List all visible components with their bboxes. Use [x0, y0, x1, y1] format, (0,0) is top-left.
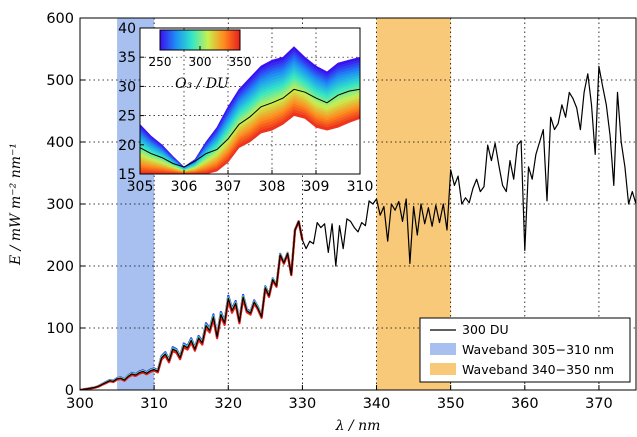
inset-band-strip [140, 112, 360, 174]
y-tick-label: 0 [65, 383, 74, 399]
colorbar-tick-label: 250 [149, 55, 172, 69]
inset-series-line [140, 88, 360, 168]
x-tick-label: 300 [66, 396, 94, 412]
x-axis-ticks: 300 310 320 330 340 350 360 370 [66, 385, 613, 412]
y-tick-label: 300 [46, 197, 74, 213]
y-tick-label: 600 [46, 11, 74, 27]
inset-y-tick-label: 35 [118, 50, 136, 66]
legend-label-band1: Waveband 305−310 nm [462, 342, 614, 357]
inset-x-tick-label: 305 [127, 179, 154, 195]
inset-y-tick-label: 40 [118, 21, 136, 37]
inset-x-tick-label: 309 [303, 179, 330, 195]
legend-swatch-band1 [430, 343, 456, 355]
series-300du [80, 65, 636, 390]
legend-label-band2: Waveband 340−350 nm [462, 362, 614, 377]
legend-swatch-band2 [430, 363, 456, 375]
y-axis-ticks: 0 100 200 300 400 500 600 [46, 11, 85, 399]
inset-frame [139, 27, 361, 175]
legend: 300 DU Waveband 305−310 nm Waveband 340−… [419, 317, 631, 383]
inset-x-ticks: 305 306 307 308 309 310 [127, 170, 374, 195]
x-tick-label: 350 [437, 396, 465, 412]
inset-x-tick-label: 308 [259, 179, 286, 195]
colorbar-label: O₃ / DU [175, 76, 230, 92]
inset-y-tick-label: 15 [118, 167, 136, 183]
inset-x-tick-label: 310 [347, 179, 374, 195]
y-tick-label: 200 [46, 259, 74, 275]
inset-x-tick-label: 307 [215, 179, 242, 195]
inset-x-tick-label: 306 [171, 179, 198, 195]
y-axis-label: E / mW m⁻² nm⁻¹ [8, 143, 24, 266]
x-tick-label: 370 [585, 396, 613, 412]
legend-label-300du: 300 DU [462, 322, 509, 337]
colorbar-ticks: 250 300 350 [149, 46, 252, 69]
colorbar-tick-label: 300 [189, 55, 212, 69]
y-tick-label: 500 [46, 73, 74, 89]
x-tick-label: 330 [289, 396, 317, 412]
colorbar: 250 300 350 O₃ / DU [149, 29, 252, 92]
x-tick-label: 310 [140, 396, 168, 412]
x-tick-label: 340 [363, 396, 391, 412]
x-tick-label: 360 [511, 396, 539, 412]
inset-series-300du [140, 88, 360, 168]
colorbar-tick-label: 350 [229, 55, 252, 69]
x-axis-label: λ / nm [335, 418, 381, 434]
y-tick-label: 400 [46, 135, 74, 151]
y-tick-label: 100 [46, 321, 74, 337]
inset-y-tick-label: 30 [118, 79, 136, 95]
inset-chart: 305 306 307 308 309 310 15 20 25 30 35 40 250 300 35… [118, 21, 373, 195]
inset-y-tick-label: 20 [118, 138, 136, 154]
inset-y-tick-label: 25 [118, 109, 136, 125]
series-300du-line [80, 65, 636, 390]
x-tick-label: 320 [214, 396, 242, 412]
grid-lines [80, 18, 636, 390]
inset-y-ticks: 15 20 25 30 35 40 [118, 21, 144, 183]
